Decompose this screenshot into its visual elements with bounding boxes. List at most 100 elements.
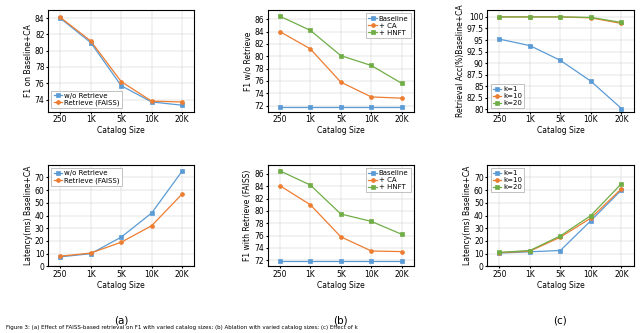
k=10 (618, 187, 625, 191)
w/o Retrieve (56, 255, 64, 259)
k=10 (526, 15, 534, 19)
Legend: Baseline, + CA, + HNFT: Baseline, + CA, + HNFT (366, 13, 410, 38)
Legend: k=1, k=10, k=20: k=1, k=10, k=20 (491, 84, 524, 108)
Line: k=20: k=20 (497, 15, 623, 24)
w/o Retrieve (87, 41, 95, 45)
+ CA (367, 95, 375, 99)
w/o Retrieve (56, 16, 64, 20)
X-axis label: Catalog Size: Catalog Size (317, 126, 365, 135)
+ CA (307, 47, 314, 51)
k=1 (526, 250, 534, 254)
k=20 (587, 15, 595, 19)
+ HNFT (307, 28, 314, 32)
Y-axis label: F1 w/o Retrieve: F1 w/o Retrieve (243, 31, 252, 91)
Baseline (276, 105, 284, 109)
k=1 (495, 251, 503, 255)
k=1 (495, 37, 503, 41)
Line: + CA: + CA (278, 184, 404, 253)
+ HNFT (367, 219, 375, 223)
Text: Figure 3: (a) Effect of FAISS-based retrieval on F1 with varied catalog sizes; (: Figure 3: (a) Effect of FAISS-based retr… (6, 325, 358, 330)
Baseline (367, 259, 375, 263)
w/o Retrieve (179, 169, 186, 173)
k=1 (587, 219, 595, 223)
X-axis label: Catalog Size: Catalog Size (97, 281, 145, 290)
+ CA (337, 80, 345, 84)
k=10 (495, 251, 503, 255)
w/o Retrieve (179, 103, 186, 107)
Line: + HNFT: + HNFT (278, 169, 404, 236)
Legend: w/o Retrieve, Retrieve (FAISS): w/o Retrieve, Retrieve (FAISS) (51, 91, 122, 108)
k=10 (557, 15, 564, 19)
+ HNFT (367, 64, 375, 68)
+ CA (307, 203, 314, 207)
k=20 (495, 15, 503, 19)
w/o Retrieve (117, 84, 125, 88)
+ HNFT (307, 183, 314, 187)
Retrieve (FAISS) (56, 15, 64, 19)
k=10 (618, 21, 625, 25)
w/o Retrieve (117, 235, 125, 239)
k=10 (557, 235, 564, 239)
k=20 (587, 213, 595, 217)
Retrieve (FAISS) (179, 100, 186, 104)
k=10 (526, 249, 534, 253)
k=20 (557, 234, 564, 238)
k=1 (587, 79, 595, 83)
Retrieve (FAISS) (87, 251, 95, 255)
Line: k=1: k=1 (497, 188, 623, 255)
Line: Baseline: Baseline (278, 259, 404, 263)
Baseline (398, 259, 406, 263)
+ HNFT (398, 81, 406, 85)
Legend: k=1, k=10, k=20: k=1, k=10, k=20 (491, 168, 524, 192)
Line: w/o Retrieve: w/o Retrieve (58, 16, 184, 107)
k=1 (557, 248, 564, 252)
Baseline (307, 105, 314, 109)
k=20 (557, 15, 564, 19)
Line: Baseline: Baseline (278, 105, 404, 109)
Baseline (307, 259, 314, 263)
+ CA (398, 250, 406, 254)
Y-axis label: Retrieval Acc(%)Baseline+CA: Retrieval Acc(%)Baseline+CA (456, 5, 465, 117)
+ HNFT (337, 54, 345, 58)
Line: Retrieve (FAISS): Retrieve (FAISS) (58, 15, 184, 104)
+ HNFT (276, 14, 284, 18)
k=10 (495, 15, 503, 19)
k=20 (618, 182, 625, 186)
X-axis label: Catalog Size: Catalog Size (97, 126, 145, 135)
Retrieve (FAISS) (179, 192, 186, 196)
Text: (a): (a) (114, 315, 129, 325)
k=20 (495, 250, 503, 254)
Text: (c): (c) (554, 315, 567, 325)
+ CA (398, 96, 406, 100)
Legend: w/o Retrieve, Retrieve (FAISS): w/o Retrieve, Retrieve (FAISS) (51, 168, 122, 186)
X-axis label: Catalog Size: Catalog Size (536, 281, 584, 290)
k=10 (587, 16, 595, 20)
Retrieve (FAISS) (56, 254, 64, 258)
Line: k=10: k=10 (497, 187, 623, 255)
+ CA (276, 183, 284, 187)
+ HNFT (398, 232, 406, 236)
Line: w/o Retrieve: w/o Retrieve (58, 169, 184, 259)
Line: k=20: k=20 (497, 182, 623, 254)
Retrieve (FAISS) (117, 240, 125, 244)
Line: k=10: k=10 (497, 15, 623, 25)
Retrieve (FAISS) (148, 224, 156, 228)
Retrieve (FAISS) (87, 39, 95, 43)
Baseline (337, 105, 345, 109)
Line: + CA: + CA (278, 30, 404, 100)
Line: k=1: k=1 (497, 37, 623, 111)
Y-axis label: Latency(ms) Baseline+CA: Latency(ms) Baseline+CA (24, 166, 33, 265)
k=1 (526, 44, 534, 48)
k=10 (587, 216, 595, 220)
w/o Retrieve (148, 100, 156, 104)
k=20 (618, 21, 625, 25)
Retrieve (FAISS) (117, 80, 125, 84)
Text: (b): (b) (333, 315, 348, 325)
Y-axis label: Latency(ms) Baseline+CA: Latency(ms) Baseline+CA (463, 166, 472, 265)
k=20 (526, 15, 534, 19)
Baseline (367, 105, 375, 109)
k=1 (618, 188, 625, 192)
w/o Retrieve (148, 211, 156, 215)
+ CA (276, 30, 284, 34)
w/o Retrieve (87, 252, 95, 256)
